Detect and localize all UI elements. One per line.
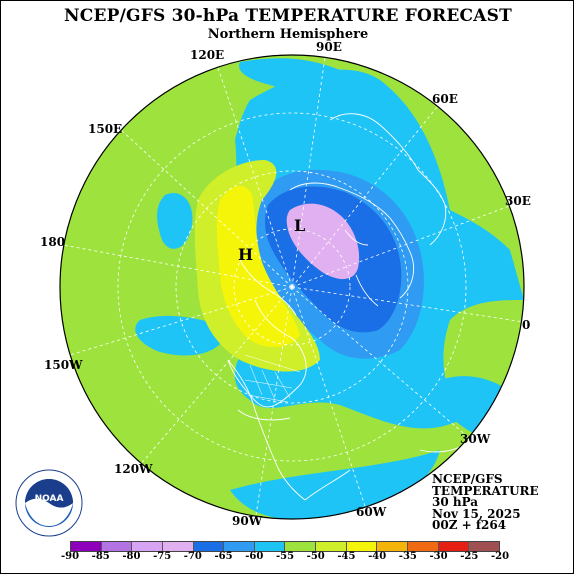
colorbar	[70, 541, 500, 552]
noaa-logo-text: NOAA	[35, 494, 64, 504]
noaa-logo: NOAA	[15, 469, 83, 537]
lon-label-60e: 60E	[432, 92, 458, 106]
colorbar-label: -40	[368, 551, 387, 562]
colorbar-label: -80	[122, 551, 141, 562]
high-pressure-label: H	[238, 245, 253, 264]
colorbar-swatch	[346, 542, 378, 551]
colorbar-swatch	[162, 542, 194, 551]
info-level: 30 hPa	[432, 495, 479, 509]
colorbar-label: -50	[306, 551, 325, 562]
colorbar-label: -75	[153, 551, 172, 562]
colorbar-swatch	[438, 542, 470, 551]
colorbar-label: -60	[245, 551, 264, 562]
info-forecast-hour: 00Z + f264	[432, 518, 507, 532]
colorbar-swatch	[316, 542, 347, 551]
chart-title: NCEP/GFS 30-hPa TEMPERATURE FORECAST	[64, 6, 512, 26]
colorbar-swatch	[408, 542, 439, 551]
colorbar-label: -65	[214, 551, 233, 562]
temperature-field	[60, 55, 524, 519]
colorbar-swatch	[285, 542, 317, 551]
warm-region	[216, 185, 300, 347]
low-pressure-label: L	[294, 216, 305, 235]
colorbar-label: -55	[275, 551, 295, 562]
lon-label-150w: 150W	[44, 358, 83, 372]
chart-subtitle: Northern Hemisphere	[207, 27, 369, 42]
lon-label-90w: 90W	[232, 514, 263, 528]
colorbar-labels: -90 -85 -80 -75 -70 -65 -60 -55 -50 -45 -40 -35 -30 -…	[0, 551, 576, 565]
lon-label-30w: 30W	[460, 432, 491, 446]
colorbar-swatch	[254, 542, 286, 551]
colorbar-swatch	[377, 542, 409, 551]
map-boundary	[59, 54, 525, 520]
cold-region-light-5	[230, 450, 440, 519]
colorbar-label: -70	[183, 551, 202, 562]
cold-region-light-4	[157, 193, 193, 249]
colorbar-label: -45	[337, 551, 356, 562]
info-model: NCEP/GFS	[432, 472, 503, 486]
colorbar-swatch	[224, 542, 255, 551]
coastlines	[227, 113, 471, 501]
lon-label-90e: 90E	[316, 40, 342, 54]
colorbar-swatch	[101, 542, 133, 551]
lon-label-120e: 120E	[190, 48, 225, 62]
graticule	[62, 56, 524, 516]
colorbar-label: -25	[460, 551, 479, 562]
info-variable: TEMPERATURE	[432, 483, 539, 498]
lon-label-0: 0	[522, 318, 531, 332]
political-boundaries	[244, 354, 301, 403]
colorbar-label: -85	[91, 551, 110, 562]
lon-label-180: 180	[40, 235, 66, 249]
vortex-core	[286, 203, 360, 280]
colorbar-swatch	[132, 542, 163, 551]
colorbar-label: -20	[490, 551, 510, 562]
colorbar-label: -35	[398, 551, 417, 562]
forecast-info: NCEP/GFS TEMPERATURE 30 hPa Nov 15, 2025…	[432, 472, 539, 532]
colorbar-label: -30	[429, 551, 448, 562]
lon-label-150e: 150E	[88, 122, 123, 136]
colorbar-swatch	[193, 542, 225, 551]
colorbar-label: -90	[60, 551, 80, 562]
info-date: Nov 15, 2025	[432, 506, 521, 521]
cold-region-light-3	[135, 315, 230, 356]
cold-region-light-2	[239, 58, 340, 89]
colorbar-swatch	[71, 542, 102, 551]
lon-label-30e: 30E	[505, 194, 531, 208]
lon-label-60w: 60W	[356, 505, 387, 519]
colorbar-swatch	[469, 542, 499, 551]
lon-label-120w: 120W	[114, 462, 153, 476]
